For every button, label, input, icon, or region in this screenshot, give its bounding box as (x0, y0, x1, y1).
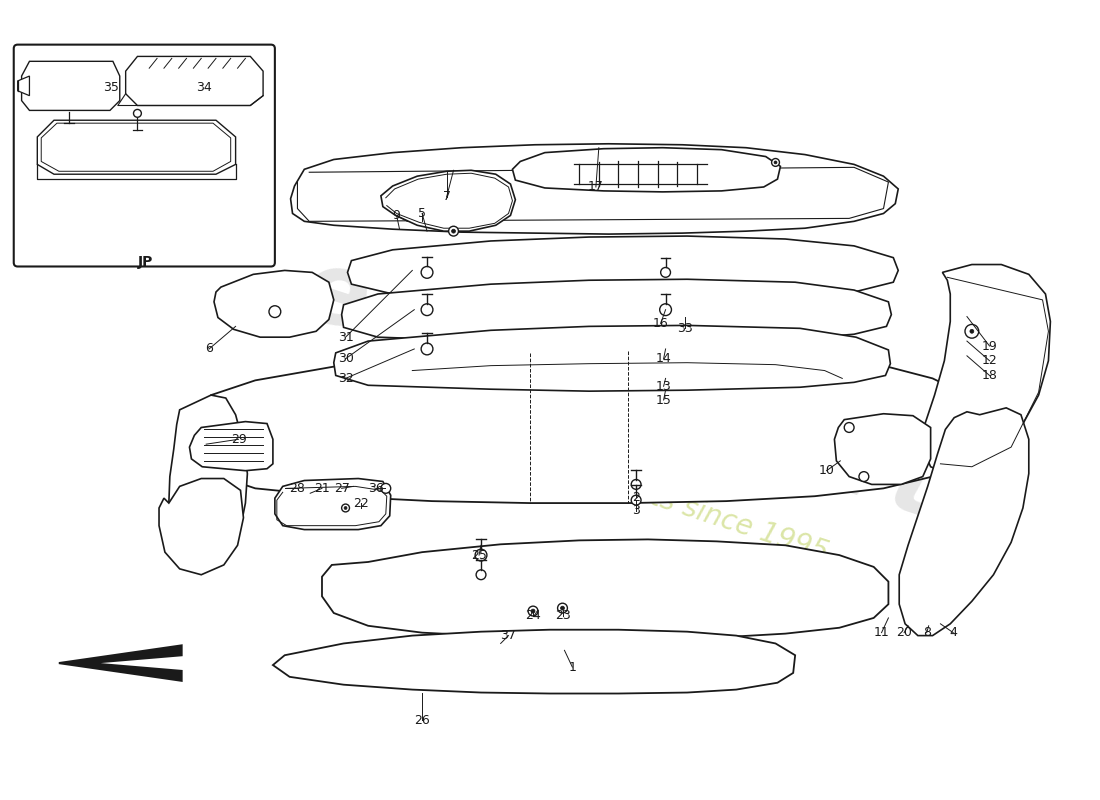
Text: 1: 1 (569, 661, 576, 674)
Text: 16: 16 (652, 317, 669, 330)
Circle shape (528, 606, 538, 616)
Circle shape (475, 550, 487, 561)
Text: 28: 28 (289, 482, 306, 495)
Text: 2: 2 (632, 490, 640, 504)
Text: 23: 23 (554, 610, 571, 622)
Polygon shape (22, 62, 120, 110)
Text: 35: 35 (103, 82, 119, 94)
Circle shape (631, 495, 641, 505)
Text: 26: 26 (415, 714, 430, 726)
Text: 5: 5 (418, 207, 426, 220)
Text: 25: 25 (471, 549, 487, 562)
Text: 20: 20 (896, 626, 912, 639)
Polygon shape (41, 123, 231, 171)
Polygon shape (333, 326, 890, 391)
Text: 33: 33 (678, 322, 693, 335)
Circle shape (558, 603, 568, 613)
Polygon shape (513, 148, 780, 192)
Circle shape (452, 229, 455, 233)
Polygon shape (18, 76, 30, 96)
Text: 22: 22 (353, 497, 370, 510)
Circle shape (661, 267, 671, 278)
Text: 4: 4 (949, 626, 957, 639)
Text: a passion for parts since 1995: a passion for parts since 1995 (425, 410, 832, 566)
Polygon shape (381, 170, 516, 231)
Polygon shape (37, 120, 235, 174)
Polygon shape (160, 478, 243, 574)
Circle shape (421, 266, 433, 278)
Polygon shape (168, 395, 248, 572)
Text: 9: 9 (393, 209, 400, 222)
Polygon shape (125, 57, 263, 106)
Circle shape (421, 304, 433, 315)
FancyBboxPatch shape (13, 45, 275, 266)
Circle shape (344, 506, 346, 510)
Polygon shape (923, 265, 1050, 474)
Text: 13: 13 (656, 380, 671, 393)
Circle shape (631, 479, 641, 490)
Text: 21: 21 (315, 482, 330, 495)
Polygon shape (835, 414, 931, 485)
Polygon shape (348, 236, 899, 300)
Text: JP: JP (138, 254, 153, 269)
Text: 27: 27 (333, 482, 350, 495)
Circle shape (381, 483, 390, 494)
Text: 7: 7 (442, 190, 451, 203)
Text: 8: 8 (923, 626, 931, 639)
Polygon shape (273, 630, 795, 694)
Polygon shape (59, 646, 182, 681)
Circle shape (970, 330, 974, 334)
Circle shape (421, 343, 433, 355)
Text: eurocarparts: eurocarparts (286, 242, 1010, 558)
Text: 30: 30 (338, 352, 353, 366)
Polygon shape (342, 279, 891, 343)
Polygon shape (214, 270, 333, 337)
Text: 32: 32 (338, 372, 353, 385)
Circle shape (859, 472, 869, 482)
Circle shape (774, 161, 777, 164)
Polygon shape (322, 539, 889, 638)
Text: 36: 36 (368, 482, 384, 495)
Polygon shape (275, 478, 390, 530)
Text: 11: 11 (873, 626, 890, 639)
Text: 24: 24 (525, 610, 541, 622)
Text: 14: 14 (656, 352, 671, 366)
Circle shape (561, 606, 564, 610)
Polygon shape (899, 408, 1028, 636)
Text: 17: 17 (587, 181, 604, 194)
Text: 3: 3 (632, 505, 640, 518)
Circle shape (270, 306, 280, 318)
Text: 10: 10 (818, 464, 835, 477)
Circle shape (965, 325, 979, 338)
Polygon shape (192, 351, 980, 503)
Polygon shape (189, 422, 273, 470)
Circle shape (449, 226, 459, 236)
Circle shape (844, 422, 854, 432)
Text: 34: 34 (196, 82, 212, 94)
Circle shape (342, 504, 350, 512)
Text: 19: 19 (981, 339, 998, 353)
Circle shape (660, 304, 671, 315)
Circle shape (771, 158, 780, 166)
Text: 15: 15 (656, 394, 672, 406)
Polygon shape (290, 144, 899, 234)
Text: 31: 31 (338, 330, 353, 344)
Text: 12: 12 (981, 354, 998, 367)
Circle shape (476, 570, 486, 580)
Text: 18: 18 (981, 369, 998, 382)
Text: 37: 37 (500, 629, 516, 642)
Text: 29: 29 (231, 433, 246, 446)
Circle shape (133, 110, 142, 118)
Text: 6: 6 (206, 342, 213, 355)
Circle shape (531, 609, 535, 613)
